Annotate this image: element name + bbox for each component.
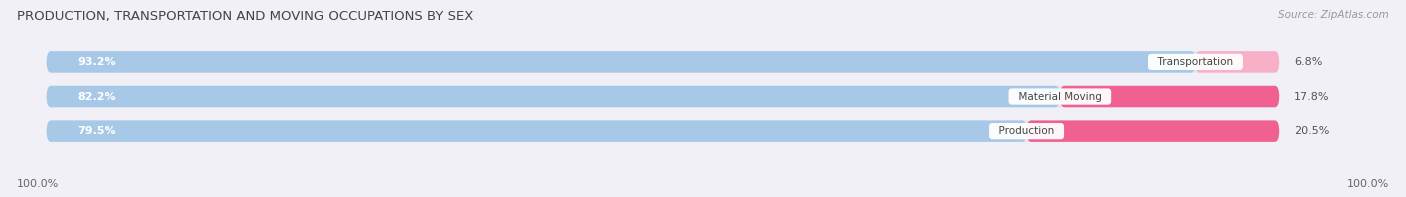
FancyBboxPatch shape <box>1060 86 1279 107</box>
Text: Source: ZipAtlas.com: Source: ZipAtlas.com <box>1278 10 1389 20</box>
Text: 82.2%: 82.2% <box>77 92 117 101</box>
FancyBboxPatch shape <box>46 86 1279 107</box>
Text: PRODUCTION, TRANSPORTATION AND MOVING OCCUPATIONS BY SEX: PRODUCTION, TRANSPORTATION AND MOVING OC… <box>17 10 474 23</box>
Text: 100.0%: 100.0% <box>17 179 59 189</box>
Text: 20.5%: 20.5% <box>1294 126 1330 136</box>
Text: Material Moving: Material Moving <box>1012 92 1108 101</box>
FancyBboxPatch shape <box>46 86 1060 107</box>
FancyBboxPatch shape <box>46 51 1279 73</box>
FancyBboxPatch shape <box>46 120 1026 142</box>
Text: 79.5%: 79.5% <box>77 126 117 136</box>
Text: 93.2%: 93.2% <box>77 57 117 67</box>
FancyBboxPatch shape <box>46 120 1279 142</box>
Text: 17.8%: 17.8% <box>1294 92 1330 101</box>
FancyBboxPatch shape <box>1195 51 1279 73</box>
Text: 6.8%: 6.8% <box>1294 57 1323 67</box>
Text: Production: Production <box>993 126 1062 136</box>
Text: 100.0%: 100.0% <box>1347 179 1389 189</box>
Text: Transportation: Transportation <box>1152 57 1240 67</box>
FancyBboxPatch shape <box>46 51 1195 73</box>
FancyBboxPatch shape <box>1026 120 1279 142</box>
